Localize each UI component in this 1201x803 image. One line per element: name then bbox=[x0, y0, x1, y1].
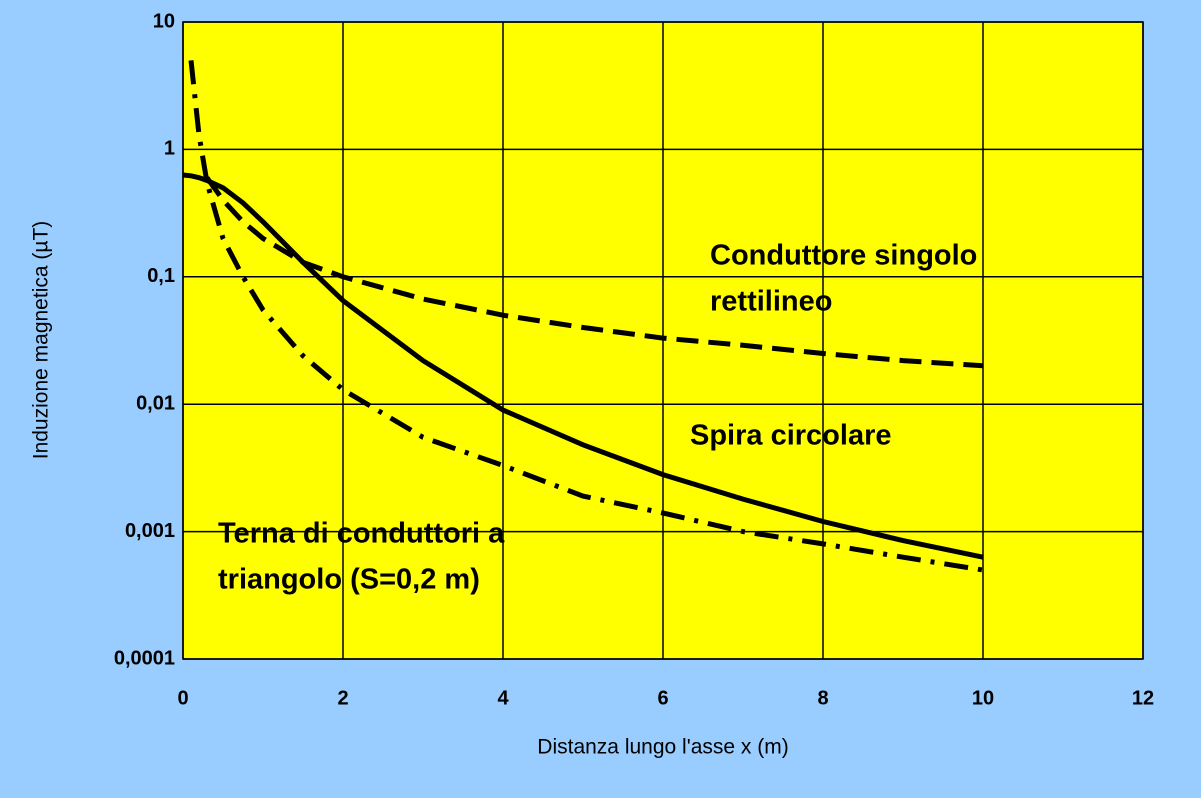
annotation: rettilineo bbox=[710, 286, 832, 318]
plot-frame bbox=[182, 21, 1144, 660]
x-axis-label: Distanza lungo l'asse x (m) bbox=[537, 736, 788, 759]
x-tick-label: 8 bbox=[817, 687, 828, 709]
x-tick-label: 2 bbox=[337, 687, 348, 709]
annotation: Conduttore singolo bbox=[710, 240, 977, 272]
annotation: triangolo (S=0,2 m) bbox=[218, 564, 480, 596]
y-axis-label: Induzione magnetica (µT) bbox=[30, 221, 53, 460]
x-tick-label: 10 bbox=[972, 687, 994, 709]
series-line bbox=[204, 176, 984, 369]
series-line bbox=[188, 60, 984, 573]
y-tick-label: 0,001 bbox=[125, 520, 175, 542]
y-tick-label: 1 bbox=[164, 138, 175, 160]
x-tick-label: 6 bbox=[657, 687, 668, 709]
y-tick-label: 0,0001 bbox=[114, 647, 175, 669]
y-tick-label: 0,1 bbox=[147, 265, 175, 287]
x-tick-label: 0 bbox=[177, 687, 188, 709]
x-tick-label: 4 bbox=[497, 687, 509, 709]
y-tick-label: 10 bbox=[153, 10, 175, 32]
y-tick-label: 0,01 bbox=[136, 392, 175, 414]
annotation: Terna di conduttori a bbox=[218, 518, 505, 550]
x-tick-label: 12 bbox=[1132, 687, 1154, 709]
annotation: Spira circolare bbox=[690, 420, 892, 452]
